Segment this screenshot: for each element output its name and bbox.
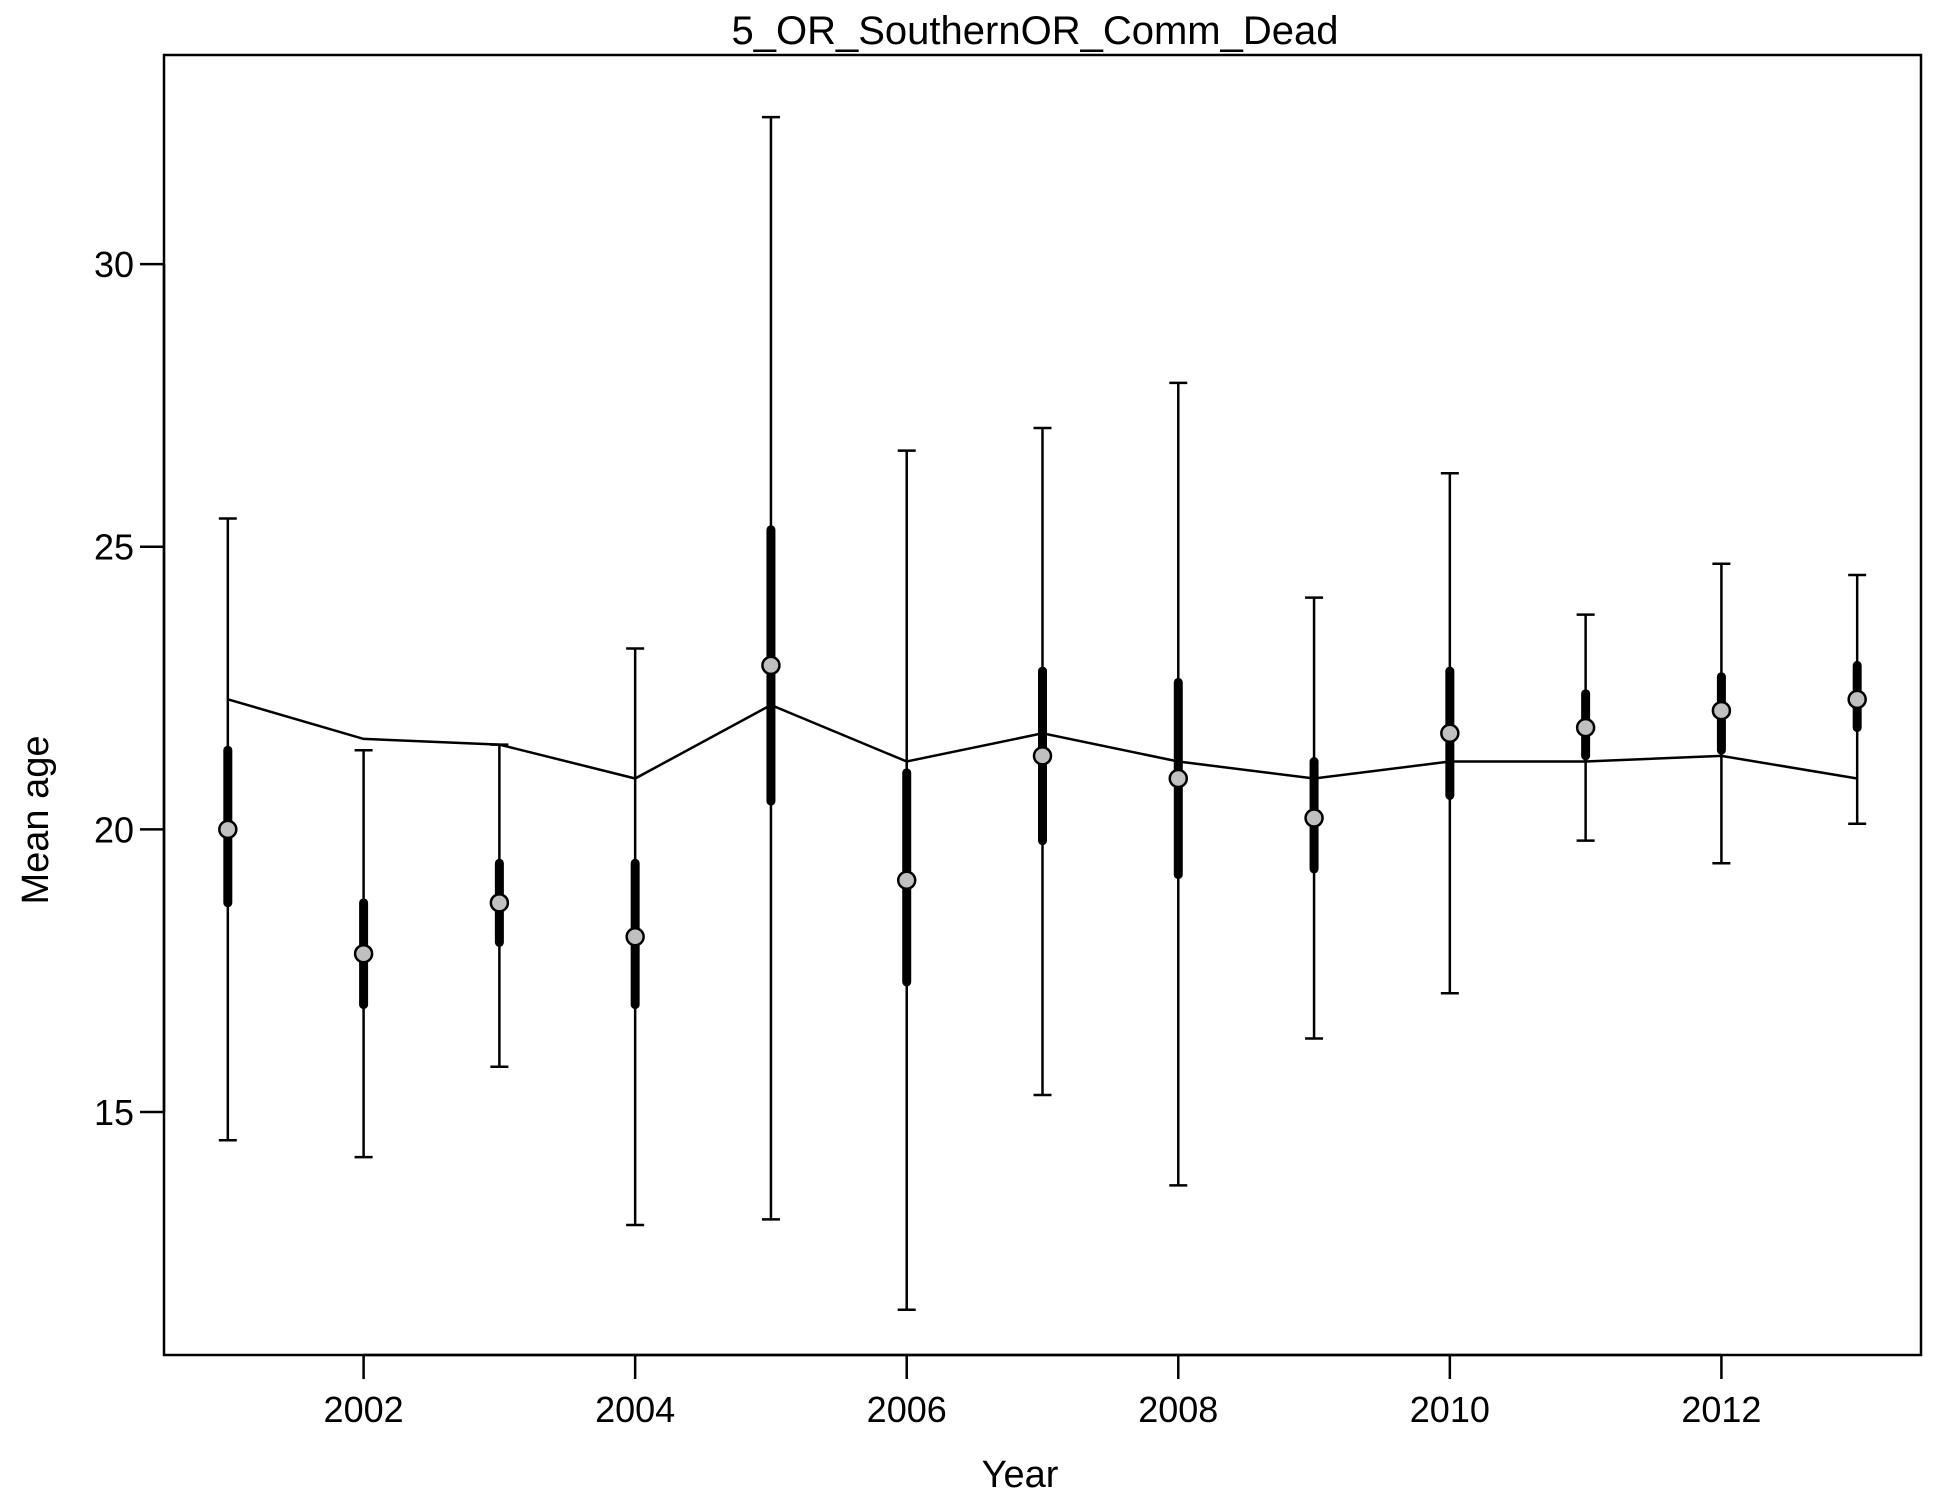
x-tick-label: 2006 bbox=[867, 1389, 947, 1430]
observed-point bbox=[1168, 768, 1189, 789]
expected-mean-age-line bbox=[227, 698, 1858, 780]
y-tick-label: 30 bbox=[94, 244, 134, 285]
x-tick-label: 2012 bbox=[1681, 1389, 1761, 1430]
observed-point bbox=[1304, 808, 1324, 828]
observed-point bbox=[625, 926, 645, 947]
observed-point bbox=[1847, 689, 1867, 710]
observed-points bbox=[218, 655, 1867, 964]
x-tick-label: 2008 bbox=[1138, 1389, 1218, 1430]
observed-point bbox=[1032, 746, 1053, 766]
observed-point bbox=[761, 655, 781, 676]
chart-title: 5_OR_SouthernOR_Comm_Dead bbox=[732, 9, 1339, 53]
x-tick-label: 2002 bbox=[324, 1389, 404, 1430]
x-axis-label: Year bbox=[982, 1454, 1059, 1496]
observed-point bbox=[1440, 723, 1460, 744]
y-tick-label: 15 bbox=[94, 1092, 134, 1133]
y-tick-label: 20 bbox=[94, 809, 134, 850]
y-tick-label: 25 bbox=[94, 527, 134, 568]
x-axis: 2002 2004 2006 2008 2010 2012 bbox=[324, 1353, 1761, 1430]
y-axis: 15 20 25 30 bbox=[94, 244, 166, 1133]
observed-point bbox=[489, 893, 510, 913]
observed-point bbox=[1711, 700, 1732, 721]
x-tick-label: 2010 bbox=[1410, 1389, 1490, 1430]
y-axis-label: Mean age bbox=[15, 735, 57, 904]
x-tick-label: 2004 bbox=[595, 1389, 675, 1430]
observed-point bbox=[1575, 717, 1596, 738]
expected-line-group bbox=[227, 698, 1858, 780]
error-bars bbox=[218, 115, 1867, 1312]
observed-point bbox=[896, 870, 917, 890]
observed-point bbox=[218, 819, 238, 840]
observed-point bbox=[353, 943, 374, 964]
